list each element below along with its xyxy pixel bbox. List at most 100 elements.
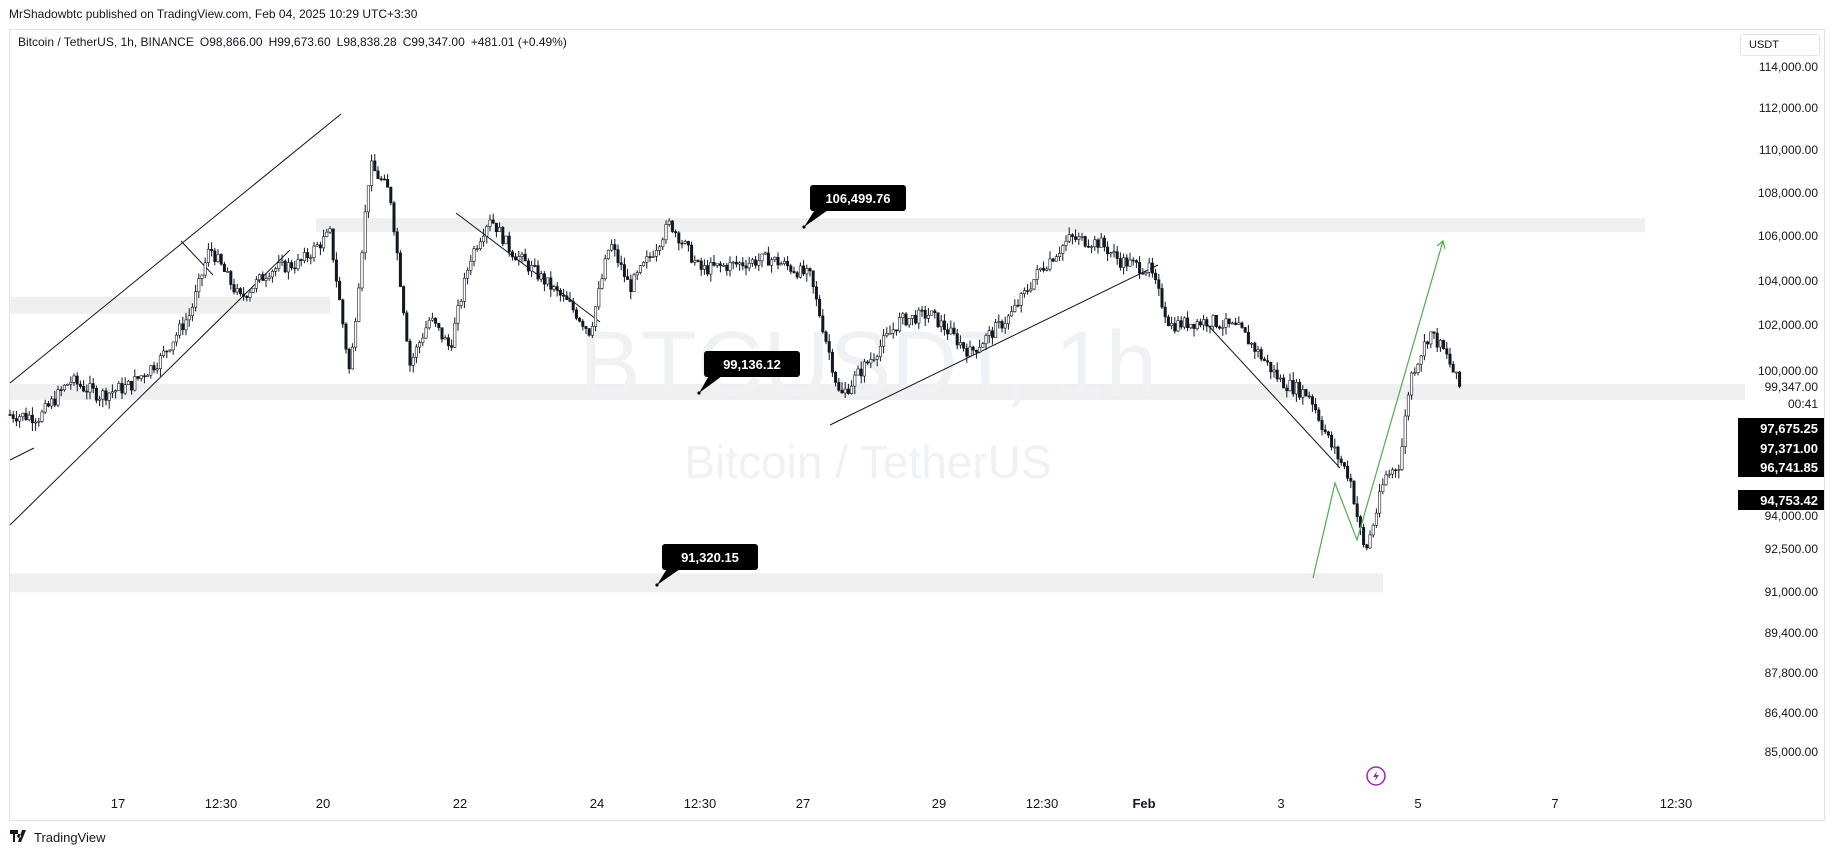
price-callout[interactable]: 106,499.76 bbox=[802, 185, 906, 229]
zone-resistance[interactable] bbox=[316, 218, 1645, 233]
candle bbox=[514, 252, 518, 261]
candle bbox=[622, 257, 626, 283]
candle bbox=[398, 250, 402, 288]
candle bbox=[456, 299, 460, 331]
zone-support[interactable] bbox=[10, 383, 1745, 400]
time-tick: 12:30 bbox=[1026, 796, 1059, 811]
candle bbox=[501, 225, 505, 247]
candle bbox=[734, 255, 738, 268]
candle bbox=[1122, 253, 1126, 275]
candle bbox=[1096, 238, 1100, 254]
candle bbox=[469, 254, 473, 275]
price-label-countdown: 00:41 bbox=[1788, 397, 1818, 411]
candle bbox=[530, 260, 534, 278]
candle bbox=[322, 229, 326, 252]
candle bbox=[376, 166, 380, 180]
candle bbox=[1454, 371, 1458, 380]
candle bbox=[894, 329, 898, 336]
candle bbox=[981, 341, 985, 348]
candle bbox=[802, 260, 806, 277]
candle bbox=[494, 222, 498, 238]
candle bbox=[1038, 267, 1042, 272]
candle bbox=[88, 375, 92, 400]
candle bbox=[1170, 316, 1174, 330]
candle bbox=[98, 395, 102, 407]
candle bbox=[942, 314, 946, 336]
candle bbox=[165, 350, 169, 359]
svg-text:00:41: 00:41 bbox=[1788, 397, 1818, 411]
price-callout[interactable]: 99,136.12 bbox=[697, 351, 800, 395]
candle bbox=[1346, 460, 1350, 482]
candle bbox=[450, 339, 454, 351]
candle bbox=[1365, 543, 1369, 551]
candle bbox=[194, 284, 198, 312]
candle bbox=[1090, 245, 1094, 254]
candle bbox=[878, 339, 882, 362]
candle bbox=[315, 241, 319, 247]
candle bbox=[1397, 464, 1401, 479]
candle bbox=[1339, 455, 1343, 466]
candle bbox=[389, 186, 393, 206]
candle bbox=[1438, 338, 1442, 352]
candle bbox=[1323, 424, 1327, 434]
candle bbox=[939, 315, 943, 333]
candle bbox=[670, 220, 674, 233]
candle bbox=[1237, 316, 1241, 325]
zone-demand[interactable] bbox=[10, 573, 1383, 593]
lightning-icon[interactable] bbox=[1366, 766, 1386, 786]
candle bbox=[885, 327, 889, 338]
publisher-line: MrShadowbtc published on TradingView.com… bbox=[9, 7, 418, 21]
candle bbox=[1272, 364, 1276, 378]
candle bbox=[907, 318, 911, 328]
candle bbox=[661, 237, 665, 251]
candle bbox=[1166, 314, 1170, 327]
candle bbox=[139, 375, 143, 382]
candle bbox=[56, 385, 60, 408]
candle bbox=[94, 385, 98, 404]
ascending-line[interactable] bbox=[829, 264, 1159, 426]
candle bbox=[158, 352, 162, 377]
candle bbox=[293, 260, 297, 274]
candle bbox=[1429, 331, 1433, 349]
channel-small-line[interactable] bbox=[9, 447, 35, 461]
candle bbox=[1083, 235, 1087, 248]
candle bbox=[984, 333, 988, 351]
candle bbox=[107, 392, 111, 409]
candle bbox=[1435, 328, 1439, 353]
candle bbox=[674, 229, 678, 238]
channel-upper-line[interactable] bbox=[9, 113, 342, 384]
projection-path[interactable] bbox=[1312, 240, 1444, 579]
candle bbox=[1317, 407, 1321, 423]
price-callout[interactable]: 91,320.15 bbox=[655, 544, 758, 587]
zone-left-zone[interactable] bbox=[10, 296, 330, 314]
candle bbox=[1093, 235, 1097, 251]
candle bbox=[59, 386, 63, 397]
candle bbox=[1214, 314, 1218, 329]
candle bbox=[824, 330, 828, 345]
candle bbox=[699, 257, 703, 276]
footer-brand[interactable]: TradingView bbox=[10, 830, 106, 845]
candle bbox=[760, 253, 764, 268]
candle bbox=[1301, 385, 1305, 405]
descending-line-2[interactable] bbox=[1204, 321, 1341, 469]
candle bbox=[619, 255, 623, 271]
projection-arrowhead-icon bbox=[1436, 239, 1446, 250]
candle bbox=[1320, 416, 1324, 436]
candle bbox=[1006, 314, 1010, 330]
currency-selector[interactable]: USDT bbox=[1740, 34, 1820, 56]
candle bbox=[638, 264, 642, 275]
candle bbox=[453, 317, 457, 348]
candle bbox=[606, 249, 610, 260]
candle bbox=[1259, 346, 1263, 362]
svg-text:97,675.25: 97,675.25 bbox=[1760, 421, 1818, 436]
candle bbox=[763, 251, 767, 256]
price-tick: 94,000.00 bbox=[1765, 509, 1819, 523]
symbol-name[interactable]: Bitcoin / TetherUS, 1h, BINANCE bbox=[18, 35, 194, 49]
candle bbox=[536, 260, 540, 282]
candle bbox=[1218, 325, 1222, 330]
candle bbox=[667, 218, 671, 227]
time-tick: 24 bbox=[590, 796, 604, 811]
flag-line-1[interactable] bbox=[180, 240, 214, 276]
candle bbox=[478, 237, 482, 251]
